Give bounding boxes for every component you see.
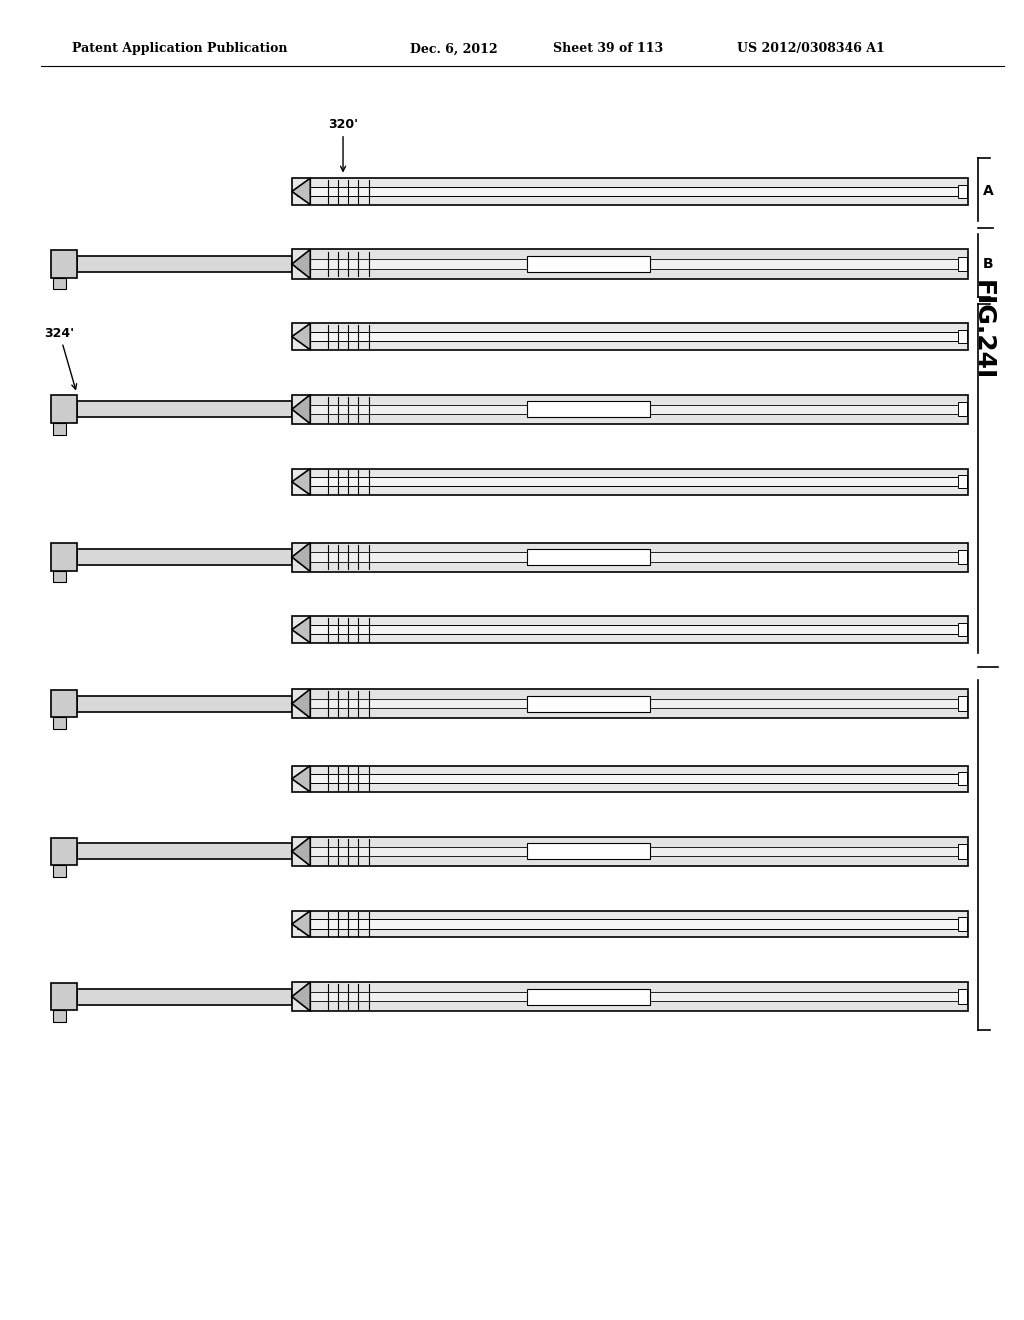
Text: B: B	[983, 257, 993, 271]
FancyBboxPatch shape	[958, 697, 967, 710]
FancyBboxPatch shape	[292, 689, 968, 718]
Polygon shape	[292, 982, 310, 1011]
FancyBboxPatch shape	[292, 469, 968, 495]
FancyBboxPatch shape	[53, 1010, 66, 1022]
Text: A: A	[983, 185, 993, 198]
FancyBboxPatch shape	[527, 843, 650, 859]
FancyBboxPatch shape	[292, 616, 968, 643]
FancyBboxPatch shape	[51, 251, 77, 277]
FancyBboxPatch shape	[77, 549, 292, 565]
FancyBboxPatch shape	[292, 766, 968, 792]
Polygon shape	[292, 249, 310, 279]
FancyBboxPatch shape	[53, 277, 66, 289]
FancyBboxPatch shape	[297, 919, 963, 929]
FancyBboxPatch shape	[297, 991, 963, 1002]
FancyBboxPatch shape	[51, 396, 77, 422]
FancyBboxPatch shape	[297, 477, 963, 486]
Polygon shape	[292, 469, 310, 495]
Text: Sheet 39 of 113: Sheet 39 of 113	[553, 42, 664, 55]
FancyBboxPatch shape	[958, 330, 967, 343]
FancyBboxPatch shape	[77, 696, 292, 711]
FancyBboxPatch shape	[958, 256, 967, 271]
FancyBboxPatch shape	[51, 544, 77, 570]
FancyBboxPatch shape	[77, 989, 292, 1005]
FancyBboxPatch shape	[53, 570, 66, 582]
FancyBboxPatch shape	[527, 401, 650, 417]
Polygon shape	[292, 543, 310, 572]
FancyBboxPatch shape	[292, 543, 968, 572]
Text: 324': 324'	[44, 326, 77, 389]
Polygon shape	[292, 911, 310, 937]
Polygon shape	[292, 178, 310, 205]
FancyBboxPatch shape	[51, 983, 77, 1010]
FancyBboxPatch shape	[958, 185, 967, 198]
FancyBboxPatch shape	[958, 401, 967, 417]
FancyBboxPatch shape	[297, 404, 963, 414]
FancyBboxPatch shape	[53, 422, 66, 434]
FancyBboxPatch shape	[53, 717, 66, 729]
FancyBboxPatch shape	[292, 911, 968, 937]
FancyBboxPatch shape	[292, 837, 968, 866]
Polygon shape	[292, 395, 310, 424]
FancyBboxPatch shape	[958, 917, 967, 931]
Polygon shape	[292, 766, 310, 792]
FancyBboxPatch shape	[958, 549, 967, 565]
Text: FIG.24I: FIG.24I	[971, 280, 995, 380]
FancyBboxPatch shape	[527, 696, 650, 711]
FancyBboxPatch shape	[527, 989, 650, 1005]
FancyBboxPatch shape	[292, 395, 968, 424]
FancyBboxPatch shape	[958, 772, 967, 785]
FancyBboxPatch shape	[297, 552, 963, 562]
FancyBboxPatch shape	[958, 475, 967, 488]
FancyBboxPatch shape	[958, 623, 967, 636]
FancyBboxPatch shape	[958, 990, 967, 1003]
FancyBboxPatch shape	[297, 624, 963, 634]
FancyBboxPatch shape	[297, 698, 963, 709]
FancyBboxPatch shape	[292, 982, 968, 1011]
Text: 320': 320'	[328, 117, 358, 172]
FancyBboxPatch shape	[77, 843, 292, 859]
Text: US 2012/0308346 A1: US 2012/0308346 A1	[737, 42, 885, 55]
Polygon shape	[292, 616, 310, 643]
FancyBboxPatch shape	[51, 690, 77, 717]
FancyBboxPatch shape	[77, 256, 292, 272]
FancyBboxPatch shape	[527, 256, 650, 272]
Text: Patent Application Publication: Patent Application Publication	[72, 42, 287, 55]
Polygon shape	[292, 837, 310, 866]
FancyBboxPatch shape	[53, 865, 66, 876]
FancyBboxPatch shape	[292, 323, 968, 350]
FancyBboxPatch shape	[51, 838, 77, 865]
FancyBboxPatch shape	[77, 401, 292, 417]
FancyBboxPatch shape	[292, 178, 968, 205]
FancyBboxPatch shape	[527, 549, 650, 565]
FancyBboxPatch shape	[297, 259, 963, 269]
Text: Dec. 6, 2012: Dec. 6, 2012	[410, 42, 498, 55]
FancyBboxPatch shape	[297, 331, 963, 341]
FancyBboxPatch shape	[292, 249, 968, 279]
FancyBboxPatch shape	[297, 774, 963, 784]
Polygon shape	[292, 689, 310, 718]
FancyBboxPatch shape	[958, 845, 967, 859]
FancyBboxPatch shape	[297, 186, 963, 195]
FancyBboxPatch shape	[297, 846, 963, 857]
Polygon shape	[292, 323, 310, 350]
